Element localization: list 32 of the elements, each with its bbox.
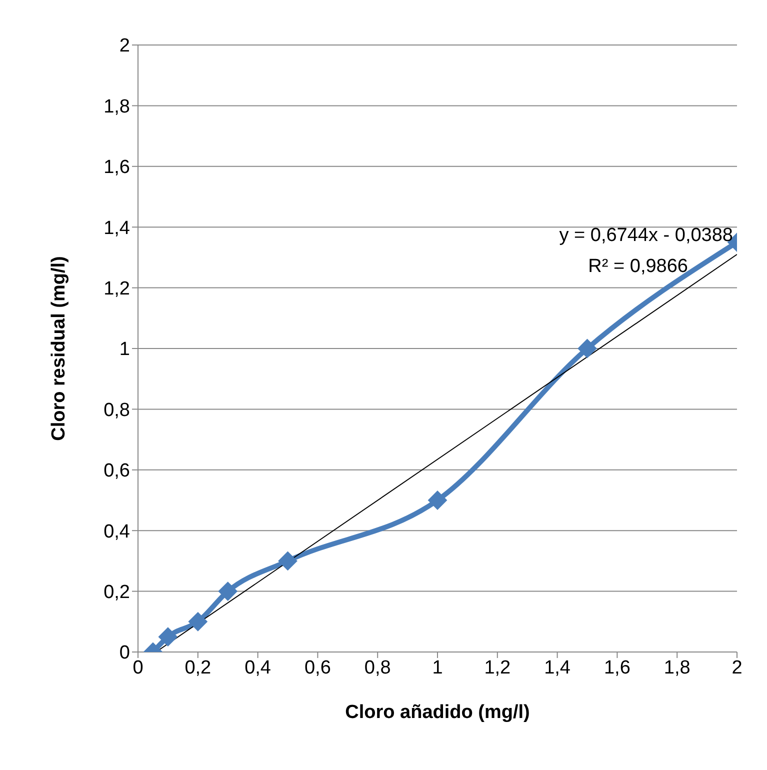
annotation: R² = 0,9866 (587, 255, 689, 279)
point (278, 551, 298, 570)
x-axis-title: Cloro añadido (mg/l) (345, 702, 530, 723)
y-tick-label: 0,2 (104, 582, 130, 604)
point (188, 612, 208, 632)
point (218, 582, 238, 601)
point (578, 339, 597, 358)
y-axis-title: Cloro residual (mg/l) (48, 256, 70, 441)
x-tick-label: 0,2 (184, 657, 212, 678)
y-tick-label: 0 (119, 642, 130, 664)
x-tick-label: 1,6 (604, 657, 630, 678)
y-tick-label: 1 (119, 339, 130, 360)
y-tick-label: 1,6 (104, 157, 130, 178)
y-tick-label: 1,4 (104, 218, 130, 239)
y-tick-label: 2 (119, 36, 130, 57)
x-tick-label: 0,6 (304, 657, 331, 678)
x-tick-label: 1,8 (664, 657, 690, 678)
x-tick-label: 0,4 (244, 657, 272, 678)
point (428, 490, 447, 510)
x-tick-label: 1 (432, 657, 443, 678)
x-tick-label: 1,4 (544, 657, 571, 678)
x-tick-label: 0,8 (364, 657, 391, 678)
y-tick-label: 0,4 (104, 521, 130, 542)
y-tick-label: 1,2 (104, 278, 130, 300)
y-tick-label: 0,6 (104, 460, 130, 482)
x-tick-label: 2 (732, 657, 742, 678)
x-tick-label: 0 (132, 657, 144, 678)
y-tick-label: 0,8 (104, 400, 130, 421)
y-tick-label: 1,8 (104, 96, 130, 118)
point (158, 627, 178, 646)
annotation: y = 0,6744x - 0,0388 (558, 224, 733, 248)
x-tick-label: 1,2 (484, 657, 511, 678)
